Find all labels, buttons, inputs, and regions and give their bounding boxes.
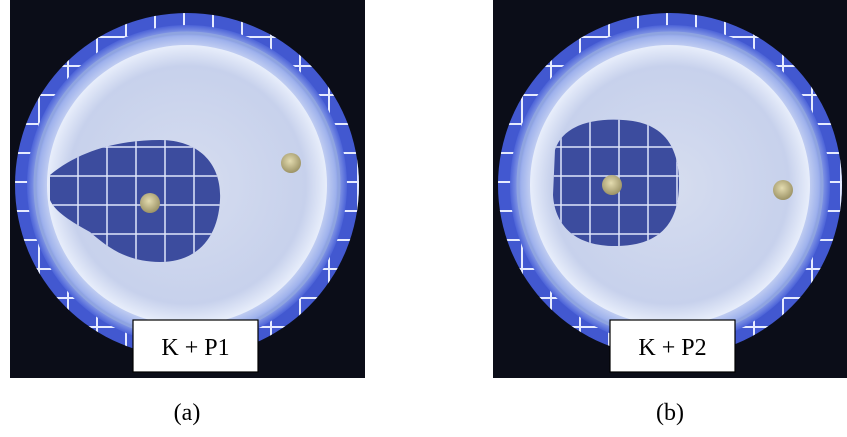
colony bbox=[140, 193, 160, 213]
photo-panel: K + P2 (b) bbox=[493, 0, 847, 426]
photo-panel: K + P1 (a) bbox=[10, 0, 368, 426]
colony bbox=[281, 153, 301, 173]
colony bbox=[602, 175, 622, 195]
panel-caption: (a) bbox=[174, 400, 201, 426]
figure: K + P1 (a) K + P2 (b) bbox=[0, 0, 847, 432]
panel-label: K + P1 bbox=[161, 335, 229, 361]
colony bbox=[773, 180, 793, 200]
panel-caption: (b) bbox=[656, 400, 684, 426]
panel-label: K + P2 bbox=[638, 335, 706, 361]
